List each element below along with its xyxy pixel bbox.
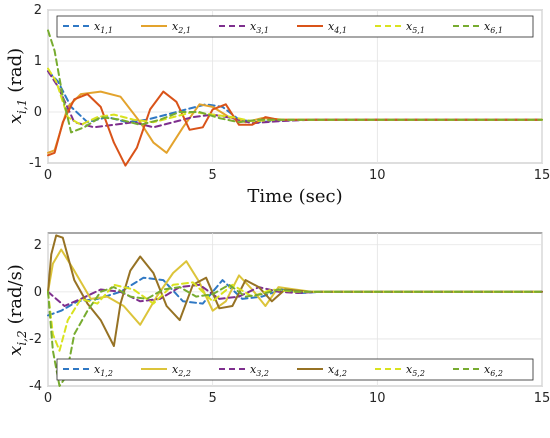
x-axis-label-top: Time (sec) [247, 186, 342, 207]
xtick-labels-top: 0 5 10 15 [44, 168, 550, 183]
legend-label: x2,2 [172, 363, 191, 378]
ytick-label: -4 [29, 379, 42, 394]
xtick-label: 0 [44, 391, 52, 406]
legend-label: x4,1 [328, 20, 347, 35]
ytick-labels-top: -1 0 1 2 [29, 3, 42, 171]
legend-box [56, 358, 534, 381]
series-line [47, 67, 543, 126]
series-group-top [47, 29, 543, 167]
legend-label: x2,1 [172, 20, 191, 35]
ytick-label: -1 [29, 156, 42, 171]
series-line [47, 283, 543, 307]
ytick-label: 2 [34, 3, 42, 18]
y-axis-label-top: xi,1(rad) [5, 48, 29, 124]
ytick-label: 0 [34, 105, 42, 120]
legend-label: x3,1 [250, 20, 269, 35]
xtick-label: 5 [209, 168, 217, 183]
legend-label: x6,1 [484, 20, 503, 35]
series-line [47, 234, 543, 347]
xtick-label: 5 [209, 391, 217, 406]
y-axis-label-bottom: xi,2(rad/s) [5, 264, 29, 356]
xtick-label: 15 [534, 391, 550, 406]
ytick-label: -2 [29, 332, 42, 347]
series-line [47, 29, 543, 134]
legend-label: x5,1 [406, 20, 425, 35]
legend-label: x1,1 [94, 20, 113, 35]
legend-label: x3,2 [250, 363, 269, 378]
legend-label: x6,2 [484, 363, 503, 378]
ytick-label: 1 [34, 54, 42, 69]
xtick-label: 10 [369, 168, 386, 183]
ytick-labels-bottom: -4 -2 0 2 [29, 238, 42, 394]
legend-top: x1,1 x2,1 x3,1 x4,1 x5,1 x6,1 [56, 15, 534, 38]
legend-bottom: x1,2 x2,2 x3,2 x4,2 x5,2 x6,2 [56, 358, 534, 381]
series-line [47, 248, 543, 326]
ytick-label: 2 [34, 238, 42, 253]
series-line [47, 70, 543, 129]
legend-box [56, 15, 534, 38]
xtick-label: 10 [369, 391, 386, 406]
legend-label: x1,2 [94, 363, 113, 378]
legend-label: x4,2 [328, 363, 347, 378]
xtick-label: 15 [534, 168, 550, 183]
chart-panel-bottom: 0 5 10 15 -4 -2 0 2 xi,2(rad/s) x1,2 x2,2… [5, 232, 550, 406]
xtick-label: 0 [44, 168, 52, 183]
ytick-label: 0 [34, 285, 42, 300]
legend-label: x5,2 [406, 363, 425, 378]
series-line [47, 90, 543, 154]
chart-panel-top: 0 5 10 15 -1 0 1 2 Time (sec) xi,1(rad) … [5, 3, 550, 207]
xtick-labels-bottom: 0 5 10 15 [44, 391, 550, 406]
